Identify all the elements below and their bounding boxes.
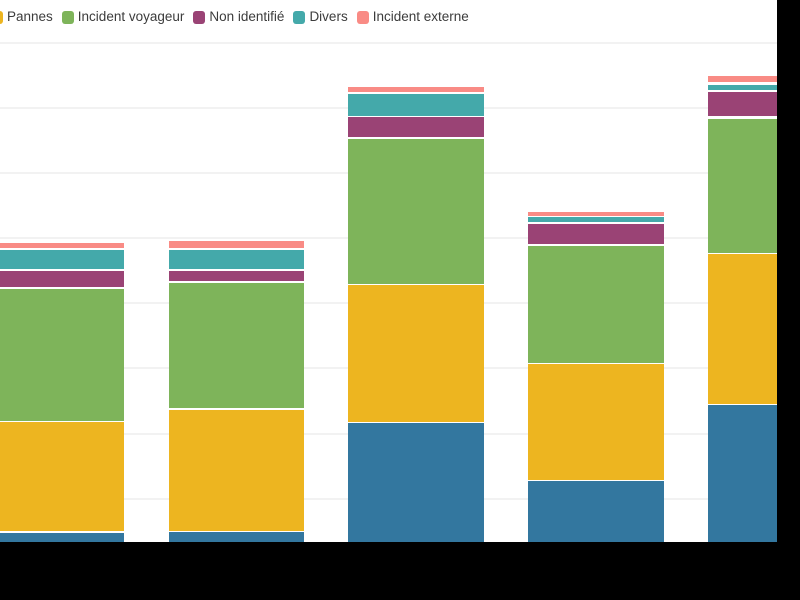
bar-4-segment-yellow[interactable] <box>527 364 664 480</box>
legend-label: Incident voyageur <box>77 9 185 24</box>
legend: Pannes Incident voyageur Non identifié Dive… <box>0 9 478 25</box>
legend-swatch-salmon-icon <box>356 10 369 24</box>
bar-2-segment-green[interactable] <box>168 283 304 408</box>
bar-5-segment-green[interactable] <box>708 118 777 253</box>
bar-3-segment-green[interactable] <box>348 138 484 284</box>
bar-5-segment-blue[interactable] <box>708 405 777 542</box>
legend-label: Non identifié <box>209 9 285 24</box>
bar-3-segment-purple[interactable] <box>348 117 484 137</box>
bar-3-segment-blue[interactable] <box>348 423 484 542</box>
bar-5-segment-salmon[interactable] <box>708 75 777 82</box>
legend-label: Incident externe <box>372 9 469 24</box>
bar-2-segment-teal[interactable] <box>168 250 304 269</box>
legend-label: Pannes <box>7 9 53 24</box>
legend-swatch-purple-icon <box>193 10 206 24</box>
legend-item-non-identifie[interactable]: Non identifié <box>193 9 284 25</box>
legend-item-divers[interactable]: Divers <box>293 9 348 25</box>
right-crop-band <box>777 0 800 600</box>
bar-4-segment-teal[interactable] <box>527 217 664 222</box>
bar-5-segment-purple[interactable] <box>708 91 777 116</box>
bar-3-segment-teal[interactable] <box>348 93 484 116</box>
bar-5-segment-yellow[interactable] <box>708 254 777 404</box>
legend-item-incident-voyageur[interactable]: Incident voyageur <box>61 9 185 25</box>
bar-2-segment-yellow[interactable] <box>168 409 304 531</box>
bar-1-segment-teal[interactable] <box>0 250 124 269</box>
bar-4-segment-salmon[interactable] <box>527 212 664 216</box>
bar-1-segment-salmon[interactable] <box>0 243 124 248</box>
gridline-1 <box>0 41 777 44</box>
bar-3-segment-yellow[interactable] <box>348 284 484 422</box>
legend-swatch-teal-icon <box>293 10 306 24</box>
bar-4-segment-blue[interactable] <box>527 480 664 542</box>
legend-item-incident-externe[interactable]: Incident externe <box>356 9 469 25</box>
bar-2-segment-salmon[interactable] <box>168 241 304 248</box>
bar-4-segment-purple[interactable] <box>527 223 664 244</box>
bar-3-segment-salmon[interactable] <box>348 87 484 92</box>
bar-5-segment-teal[interactable] <box>708 84 777 90</box>
chart-area: Pannes Incident voyageur Non identifié Dive… <box>0 0 777 542</box>
bar-1-segment-blue[interactable] <box>0 532 124 542</box>
chart-plot <box>0 41 777 542</box>
legend-label: Divers <box>309 9 348 24</box>
legend-item-pannes[interactable]: Pannes <box>0 9 53 25</box>
bar-1-segment-purple[interactable] <box>0 271 124 287</box>
legend-swatch-green-icon <box>61 10 74 24</box>
bar-2-segment-blue[interactable] <box>168 532 304 542</box>
bottom-crop-band <box>0 542 800 600</box>
bar-4-segment-green[interactable] <box>527 245 664 363</box>
legend-swatch-yellow-icon <box>0 10 3 24</box>
bar-2-segment-purple[interactable] <box>168 270 304 281</box>
bar-1-segment-yellow[interactable] <box>0 421 124 531</box>
bar-1-segment-green[interactable] <box>0 289 124 421</box>
